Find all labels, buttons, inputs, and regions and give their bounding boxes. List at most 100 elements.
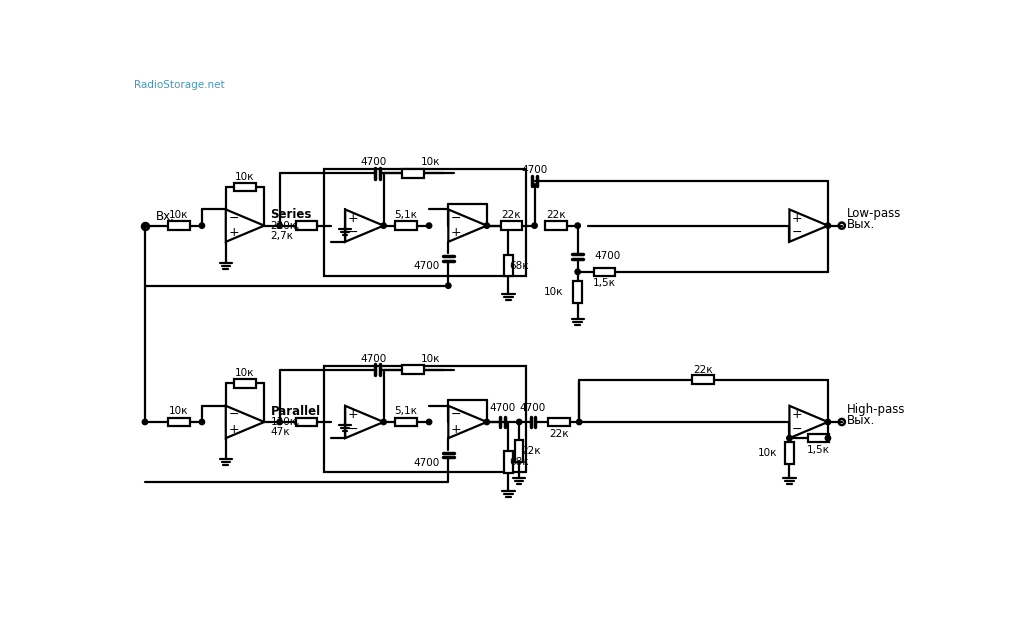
- Bar: [234, 379, 256, 387]
- Text: 4700: 4700: [594, 252, 621, 262]
- Text: −: −: [792, 423, 803, 436]
- Circle shape: [142, 420, 148, 425]
- Text: 10к: 10к: [420, 354, 440, 364]
- Bar: [785, 442, 794, 464]
- Bar: [808, 434, 830, 442]
- Circle shape: [427, 420, 432, 425]
- Text: −: −: [228, 212, 238, 225]
- Text: +: +: [347, 408, 358, 421]
- Text: −: −: [450, 212, 462, 225]
- Text: 4700: 4700: [489, 403, 515, 413]
- Text: Вх.: Вх.: [155, 210, 175, 223]
- Circle shape: [484, 420, 489, 425]
- Circle shape: [786, 435, 793, 441]
- Text: −: −: [792, 226, 803, 240]
- Text: 4700: 4700: [520, 403, 546, 413]
- Circle shape: [516, 420, 522, 425]
- Bar: [395, 418, 416, 426]
- Text: −: −: [347, 423, 358, 436]
- Circle shape: [825, 435, 831, 441]
- Text: 22к: 22к: [546, 210, 566, 220]
- Text: 4700: 4700: [361, 354, 387, 364]
- Bar: [168, 221, 189, 230]
- Bar: [402, 365, 424, 374]
- Circle shape: [484, 223, 489, 228]
- Text: 4700: 4700: [361, 157, 387, 167]
- Text: 220к,: 220к,: [270, 221, 300, 231]
- Bar: [594, 267, 616, 276]
- Text: +: +: [792, 408, 803, 421]
- Bar: [234, 183, 256, 191]
- Bar: [324, 169, 526, 276]
- Text: −: −: [228, 408, 238, 421]
- Bar: [504, 255, 513, 277]
- Text: 68к: 68к: [509, 260, 529, 270]
- Bar: [693, 376, 714, 384]
- Circle shape: [381, 223, 387, 228]
- Text: Series: Series: [270, 208, 311, 221]
- Text: High-pass: High-pass: [847, 403, 906, 416]
- Text: 22к: 22к: [549, 428, 570, 438]
- Circle shape: [199, 420, 205, 425]
- Bar: [402, 169, 424, 177]
- Bar: [168, 418, 189, 426]
- Circle shape: [825, 420, 831, 425]
- Bar: [501, 221, 522, 230]
- Text: 130к,: 130к,: [270, 417, 300, 427]
- Text: 5,1к: 5,1к: [395, 210, 417, 220]
- Circle shape: [575, 223, 581, 228]
- Text: +: +: [347, 212, 358, 225]
- Circle shape: [199, 223, 205, 228]
- Circle shape: [575, 269, 581, 274]
- Circle shape: [142, 223, 148, 228]
- Text: +: +: [792, 212, 803, 225]
- Bar: [395, 221, 416, 230]
- Text: 10к: 10к: [544, 287, 563, 297]
- Text: 1,5к: 1,5к: [593, 277, 616, 287]
- Circle shape: [427, 223, 432, 228]
- Text: 10к: 10к: [235, 172, 255, 182]
- Text: −: −: [347, 226, 358, 240]
- Text: RadioStorage.net: RadioStorage.net: [134, 80, 225, 90]
- Bar: [545, 221, 566, 230]
- Text: 22к: 22к: [521, 446, 542, 456]
- Circle shape: [277, 223, 283, 228]
- Text: −: −: [450, 408, 462, 421]
- Text: 4700: 4700: [521, 165, 548, 175]
- Text: 10к: 10к: [420, 157, 440, 167]
- Text: 22к: 22к: [502, 210, 521, 220]
- Bar: [296, 418, 318, 426]
- Bar: [296, 221, 318, 230]
- Circle shape: [825, 223, 831, 228]
- Circle shape: [531, 223, 538, 228]
- Text: 4700: 4700: [413, 262, 440, 272]
- Bar: [324, 366, 526, 472]
- Text: 47к: 47к: [270, 427, 290, 437]
- Text: 22к: 22к: [693, 365, 713, 375]
- Bar: [548, 418, 570, 426]
- Text: 68к: 68к: [509, 457, 529, 467]
- Text: 5,1к: 5,1к: [395, 406, 417, 416]
- Text: 10к: 10к: [169, 210, 188, 220]
- Text: +: +: [228, 226, 238, 240]
- Text: +: +: [450, 226, 462, 240]
- Text: 10к: 10к: [235, 369, 255, 379]
- Bar: [515, 440, 523, 462]
- Bar: [574, 281, 582, 303]
- Text: Вых.: Вых.: [847, 414, 876, 427]
- Text: 1,5к: 1,5к: [807, 445, 831, 455]
- Text: 10к: 10к: [758, 448, 777, 458]
- Text: Parallel: Parallel: [270, 404, 321, 418]
- Circle shape: [381, 420, 387, 425]
- Text: 10к: 10к: [169, 406, 188, 416]
- Bar: [504, 451, 513, 473]
- Text: +: +: [450, 423, 462, 436]
- Text: 2,7к: 2,7к: [270, 231, 293, 241]
- Circle shape: [577, 420, 582, 425]
- Text: +: +: [228, 423, 238, 436]
- Circle shape: [277, 420, 283, 425]
- Circle shape: [445, 283, 451, 288]
- Text: 4700: 4700: [413, 458, 440, 468]
- Text: Low-pass: Low-pass: [847, 207, 902, 220]
- Text: Вых.: Вых.: [847, 218, 876, 231]
